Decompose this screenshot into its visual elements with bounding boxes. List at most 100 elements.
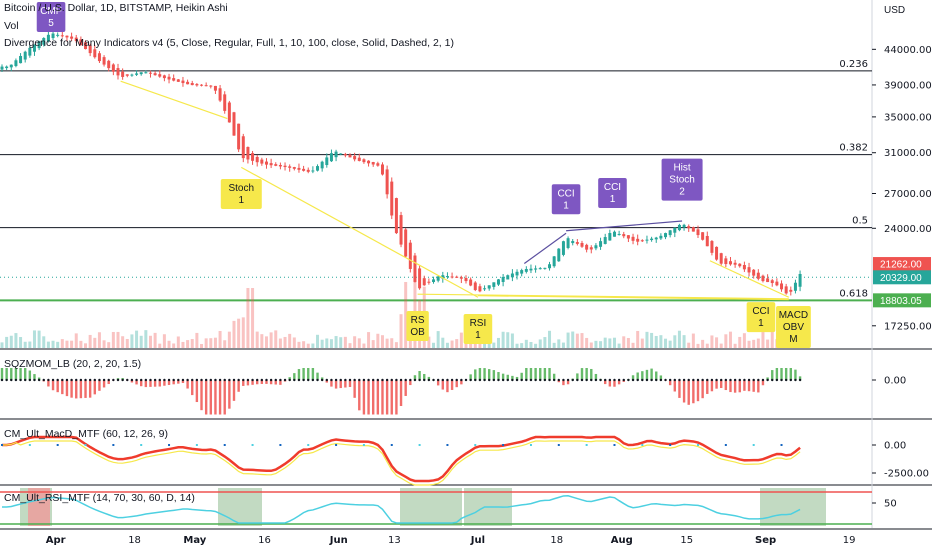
sqz-bar <box>668 380 672 386</box>
volume-bar <box>209 338 213 348</box>
y-tick-label: 50 <box>884 499 897 510</box>
sqz-bar <box>251 380 254 385</box>
candle-body <box>246 146 250 160</box>
sqz-bar <box>149 380 152 387</box>
sqz-bar <box>706 380 709 394</box>
sqz-dot <box>488 378 491 382</box>
candle-body <box>227 102 231 123</box>
volume-bar <box>705 343 709 348</box>
candle-body <box>320 161 324 169</box>
sqz-dot <box>460 378 463 382</box>
candle-body <box>209 85 213 87</box>
sqz-bar <box>761 380 765 386</box>
divergence-label: Hist Stoch 2 <box>669 163 695 198</box>
candle-body <box>167 76 171 80</box>
sqz-bar <box>539 368 542 381</box>
volume-bar <box>357 338 361 348</box>
volume-bar <box>158 343 162 348</box>
volume-bar <box>181 341 185 348</box>
sqz-dot <box>130 378 134 382</box>
rsi-legend[interactable]: CM_Ult_RSI_MTF (14, 70, 30, 60, D, 14) <box>4 492 195 504</box>
volume-legend[interactable]: Vol <box>4 20 19 32</box>
candle-body <box>766 278 770 283</box>
sqz-bar <box>757 380 760 393</box>
sqz-bar <box>181 380 185 384</box>
price-tags: 21262.00 20329.00 18803.05 <box>873 257 931 308</box>
sqz-dot <box>594 378 598 382</box>
sqz-bar <box>232 380 236 401</box>
volume-bar <box>306 343 310 348</box>
sqzmom-legend[interactable]: SQZMOM_LB (20, 2, 20, 1.5) <box>4 358 142 370</box>
sqz-dot <box>5 378 8 382</box>
volume-bar <box>320 339 324 348</box>
sqz-bar <box>636 372 639 381</box>
sqz-bar <box>274 380 277 385</box>
candle-body <box>316 166 320 171</box>
volume-bar <box>65 340 69 348</box>
volume-bar <box>608 338 612 348</box>
sqz-dot <box>251 378 254 382</box>
volume-bar <box>362 343 366 348</box>
sqz-bar <box>302 368 305 381</box>
sqz-dot <box>418 378 421 382</box>
candle-body <box>148 72 152 74</box>
sqz-bar <box>348 380 352 387</box>
divergence-label-line: RS <box>411 315 425 326</box>
volume-bar <box>599 341 603 348</box>
candle-body <box>761 275 765 282</box>
divergence-label-line: 1 <box>238 195 244 206</box>
divergence-line <box>709 260 790 298</box>
volume-bar <box>232 320 236 348</box>
sqz-bar <box>682 380 686 403</box>
sqz-bar <box>130 380 134 383</box>
divergence-label: CCI 1 <box>752 306 769 329</box>
sqz-dot <box>218 378 222 382</box>
sqz-dot <box>492 378 496 382</box>
candle-body <box>733 262 737 265</box>
sqz-bar <box>566 380 570 385</box>
rsi-zone <box>760 488 826 526</box>
candle-body <box>70 36 74 39</box>
candle-body <box>367 160 371 164</box>
volume-bar <box>626 337 630 348</box>
candle-body <box>306 169 310 172</box>
sqz-dot <box>506 378 509 382</box>
divergence-legend[interactable]: Divergence for Many Indicators v4 (5, Cl… <box>4 37 454 49</box>
sqz-dot <box>307 378 310 382</box>
divergence-label-line: 5 <box>48 18 54 29</box>
candle-body <box>418 268 422 289</box>
sqz-bar <box>334 380 338 389</box>
x-tick-label: 18 <box>128 535 141 546</box>
sqz-bar <box>88 380 92 398</box>
candle-body <box>343 153 347 156</box>
sqz-bar <box>376 380 380 415</box>
sqz-bar <box>780 368 783 381</box>
macd-hist <box>697 444 699 446</box>
sqz-bar <box>613 380 616 387</box>
sqz-dot <box>65 378 69 382</box>
rsi-zone <box>218 488 262 526</box>
volume-bar <box>176 336 180 348</box>
volume-bar <box>130 334 134 348</box>
price-tag-label: 21262.00 <box>880 260 922 271</box>
candle-body <box>278 164 282 167</box>
sqz-bar <box>70 380 73 398</box>
sqz-dot <box>88 378 92 382</box>
sqz-dot <box>423 378 426 382</box>
sqz-dot <box>246 378 250 382</box>
sqz-bar <box>367 380 370 415</box>
sqz-dot <box>501 378 505 382</box>
sqz-bar <box>237 380 240 392</box>
sqz-dot <box>534 378 537 382</box>
divergence-label-line: OB <box>410 327 425 338</box>
candle-body <box>111 64 115 72</box>
price-tag <box>873 293 931 308</box>
sqz-dot <box>548 378 551 382</box>
macd-legend[interactable]: CM_Ult_MacD_MTF (60, 12, 26, 9) <box>4 428 168 440</box>
sqz-dot <box>126 378 129 382</box>
volume-bar <box>501 331 505 348</box>
macd-hist <box>84 444 87 446</box>
sqz-dot <box>798 378 802 382</box>
